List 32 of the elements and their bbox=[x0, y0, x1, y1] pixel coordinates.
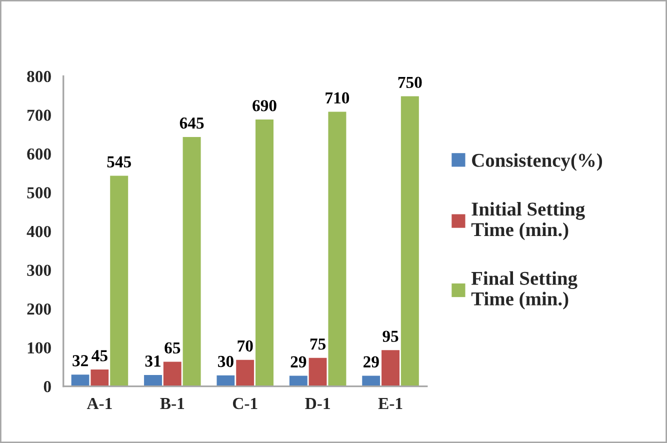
data-label: 32 bbox=[72, 355, 88, 366]
y-tick-label: 500 bbox=[27, 187, 51, 198]
y-tick-label: 800 bbox=[27, 70, 51, 82]
data-label: 95 bbox=[382, 330, 398, 342]
y-tick-label: 300 bbox=[27, 264, 51, 276]
legend-label: Consistency(%) bbox=[472, 153, 602, 171]
data-label: 75 bbox=[310, 338, 326, 350]
data-label: 710 bbox=[326, 92, 350, 104]
data-label: 31 bbox=[145, 356, 161, 367]
data-label: 545 bbox=[107, 156, 131, 168]
y-tick-label: 200 bbox=[27, 303, 51, 315]
data-label: 29 bbox=[364, 356, 379, 368]
x-tick-label: E-1 bbox=[378, 398, 402, 409]
data-label: 45 bbox=[92, 350, 108, 362]
data-label: 70 bbox=[238, 340, 253, 352]
data-label: 750 bbox=[398, 76, 422, 88]
x-tick-label: A-1 bbox=[86, 398, 112, 409]
data-label: 30 bbox=[218, 356, 234, 368]
y-tick-label: 400 bbox=[26, 226, 51, 238]
y-tick-label: 100 bbox=[28, 342, 51, 354]
legend-label: Initial Setting Time (min.) bbox=[471, 202, 585, 240]
data-label: 65 bbox=[164, 342, 180, 354]
y-tick-label: 700 bbox=[28, 110, 51, 121]
data-label: 690 bbox=[252, 100, 276, 112]
data-label: 29 bbox=[290, 356, 306, 368]
data-label: 645 bbox=[180, 118, 204, 129]
legend-label: Final Setting Time (min.) bbox=[471, 271, 578, 310]
x-tick-label: B-1 bbox=[160, 398, 184, 410]
x-tick-label: C-1 bbox=[232, 398, 258, 410]
y-tick-label: 600 bbox=[27, 148, 51, 160]
y-tick-label: 0 bbox=[44, 380, 51, 392]
x-tick-label: D-1 bbox=[305, 398, 330, 410]
